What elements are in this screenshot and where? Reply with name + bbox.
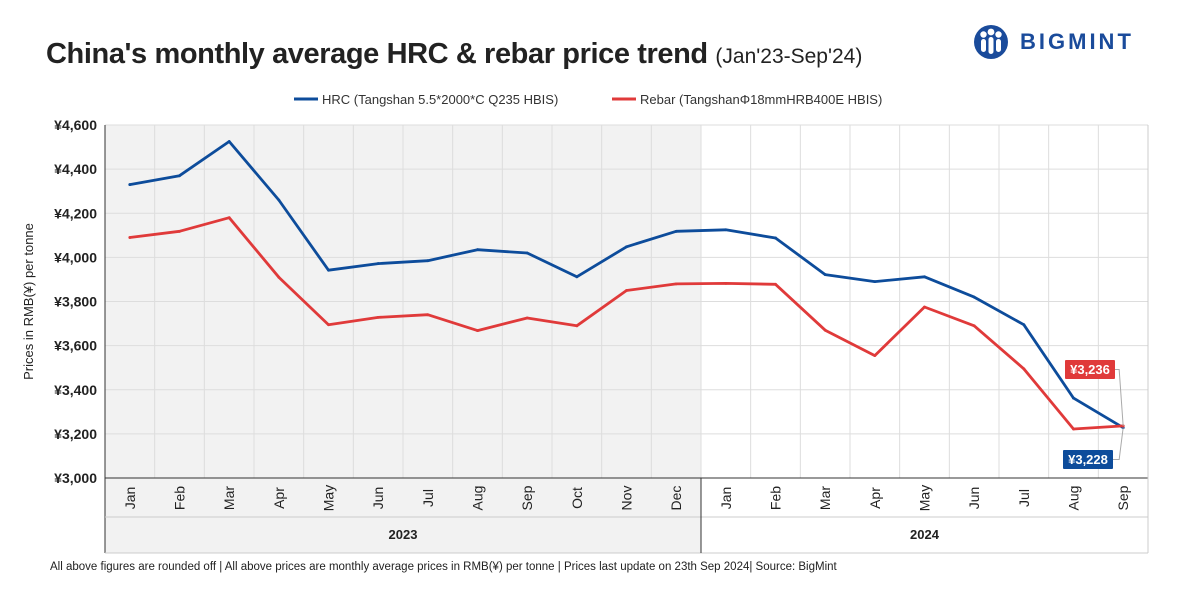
legend-label-hrc: HRC (Tangshan 5.5*2000*C Q235 HBIS) bbox=[322, 92, 558, 107]
data-point-hrc bbox=[873, 280, 877, 284]
x-tick-label: Sep bbox=[1115, 485, 1131, 510]
x-tick-label: Jun bbox=[370, 487, 386, 510]
x-tick-label: May bbox=[321, 485, 337, 511]
x-tick-label: May bbox=[917, 485, 933, 511]
data-point-rebar bbox=[178, 229, 181, 233]
y-axis-title: Prices in RMB(¥) per tonne bbox=[21, 223, 36, 380]
x-tick-label: Feb bbox=[768, 486, 784, 510]
y-tick-label: ¥4,400 bbox=[54, 161, 97, 177]
x-tick-label: Mar bbox=[221, 486, 237, 510]
x-tick-label: Apr bbox=[867, 487, 883, 509]
data-point-hrc bbox=[476, 248, 479, 252]
y-tick-label: ¥3,000 bbox=[54, 470, 97, 486]
annotation-box-rebar bbox=[1065, 360, 1115, 379]
annotation-leader-rebar bbox=[1115, 369, 1124, 426]
x-tick-label: Dec bbox=[668, 486, 684, 511]
x-tick-label: Jul bbox=[1016, 489, 1032, 507]
data-point-rebar bbox=[1022, 367, 1026, 371]
x-tick-label: Nov bbox=[619, 486, 635, 511]
legend-layer: HRC (Tangshan 5.5*2000*C Q235 HBIS) Rebar… bbox=[294, 92, 882, 107]
data-point-hrc bbox=[1072, 396, 1075, 400]
series-layer bbox=[128, 140, 1125, 431]
data-point-hrc bbox=[426, 259, 430, 263]
y-tick-label: ¥3,600 bbox=[54, 338, 97, 354]
data-point-rebar bbox=[128, 236, 132, 239]
data-point-rebar bbox=[575, 324, 579, 328]
data-point-hrc bbox=[178, 174, 181, 178]
x-tick-label: Aug bbox=[1066, 486, 1082, 511]
x-tick-label: Mar bbox=[817, 486, 833, 510]
data-point-rebar bbox=[327, 323, 330, 327]
data-point-rebar bbox=[724, 282, 728, 285]
y-tick-label: ¥4,600 bbox=[54, 117, 97, 133]
year-label-2023: 2023 bbox=[389, 527, 418, 542]
data-point-hrc bbox=[277, 198, 281, 202]
y-tick-label: ¥3,400 bbox=[54, 382, 97, 398]
brand-name: BIGMINT bbox=[1020, 29, 1134, 54]
data-point-rebar bbox=[923, 305, 926, 309]
annotation-layer: ¥3,236 ¥3,228 bbox=[1063, 360, 1124, 469]
data-point-hrc bbox=[972, 295, 976, 299]
data-point-hrc bbox=[227, 140, 231, 143]
x-tick-label: Jul bbox=[420, 489, 436, 507]
x-tick-label: Apr bbox=[271, 487, 287, 509]
x-tick-label: Oct bbox=[569, 487, 585, 509]
x-tick-label: Sep bbox=[519, 485, 535, 510]
x-tick-label: Jan bbox=[122, 487, 138, 510]
brand-logo: BIGMINT bbox=[972, 24, 1134, 60]
data-point-rebar bbox=[1072, 427, 1075, 431]
data-point-rebar bbox=[873, 354, 877, 357]
data-point-hrc bbox=[575, 275, 579, 279]
data-point-hrc bbox=[724, 228, 728, 232]
data-point-hrc bbox=[376, 262, 380, 265]
data-point-rebar bbox=[376, 315, 380, 319]
x-tick-label: Jan bbox=[718, 487, 734, 510]
x-tick-label: Jun bbox=[966, 487, 982, 510]
data-point-rebar bbox=[277, 275, 281, 279]
data-point-rebar bbox=[476, 329, 479, 333]
data-point-rebar bbox=[227, 216, 231, 220]
data-point-rebar bbox=[674, 282, 678, 286]
y-tick-label: ¥4,200 bbox=[54, 205, 97, 221]
annotation-label-rebar: ¥3,236 bbox=[1070, 362, 1110, 377]
data-point-hrc bbox=[525, 251, 529, 255]
data-point-hrc bbox=[625, 245, 628, 249]
data-point-hrc bbox=[128, 183, 132, 186]
data-point-hrc bbox=[674, 229, 678, 233]
y-tick-label: ¥4,000 bbox=[54, 249, 97, 265]
annotation-leader-hrc bbox=[1113, 427, 1124, 460]
data-point-hrc bbox=[1022, 323, 1026, 327]
x-tick-label: Feb bbox=[172, 486, 188, 510]
chart-title: China's monthly average HRC & rebar pric… bbox=[46, 38, 862, 71]
data-point-rebar bbox=[774, 282, 777, 286]
data-point-rebar bbox=[823, 328, 827, 332]
data-point-rebar bbox=[525, 316, 529, 320]
brand-people-icon bbox=[974, 25, 1008, 59]
data-point-rebar bbox=[625, 289, 628, 292]
x-tick-label: Aug bbox=[470, 486, 486, 511]
legend-label-rebar: Rebar (TangshanΦ18mmHRB400E HBIS) bbox=[640, 92, 882, 107]
footer-note: All above figures are rounded off | All … bbox=[50, 561, 837, 573]
axes-layer: ¥3,000 ¥3,200 ¥3,400 ¥3,600 ¥3,800 ¥4,000 ¥4,2… bbox=[21, 117, 1149, 554]
y-tick-label: ¥3,800 bbox=[54, 294, 97, 310]
chart-title-main: China's monthly average HRC & rebar pric… bbox=[46, 38, 708, 70]
chart-title-period: (Jan'23-Sep'24) bbox=[715, 45, 863, 68]
data-point-hrc bbox=[923, 275, 926, 279]
data-point-rebar bbox=[426, 313, 430, 317]
y-tick-label: ¥3,200 bbox=[54, 426, 97, 442]
year-label-2024: 2024 bbox=[910, 527, 940, 542]
annotation-label-hrc: ¥3,228 bbox=[1068, 452, 1108, 467]
data-point-rebar bbox=[972, 324, 976, 328]
annotation-box-hrc bbox=[1063, 450, 1113, 469]
data-point-hrc bbox=[823, 273, 827, 276]
data-point-hrc bbox=[327, 268, 330, 272]
data-point-hrc bbox=[774, 236, 777, 240]
